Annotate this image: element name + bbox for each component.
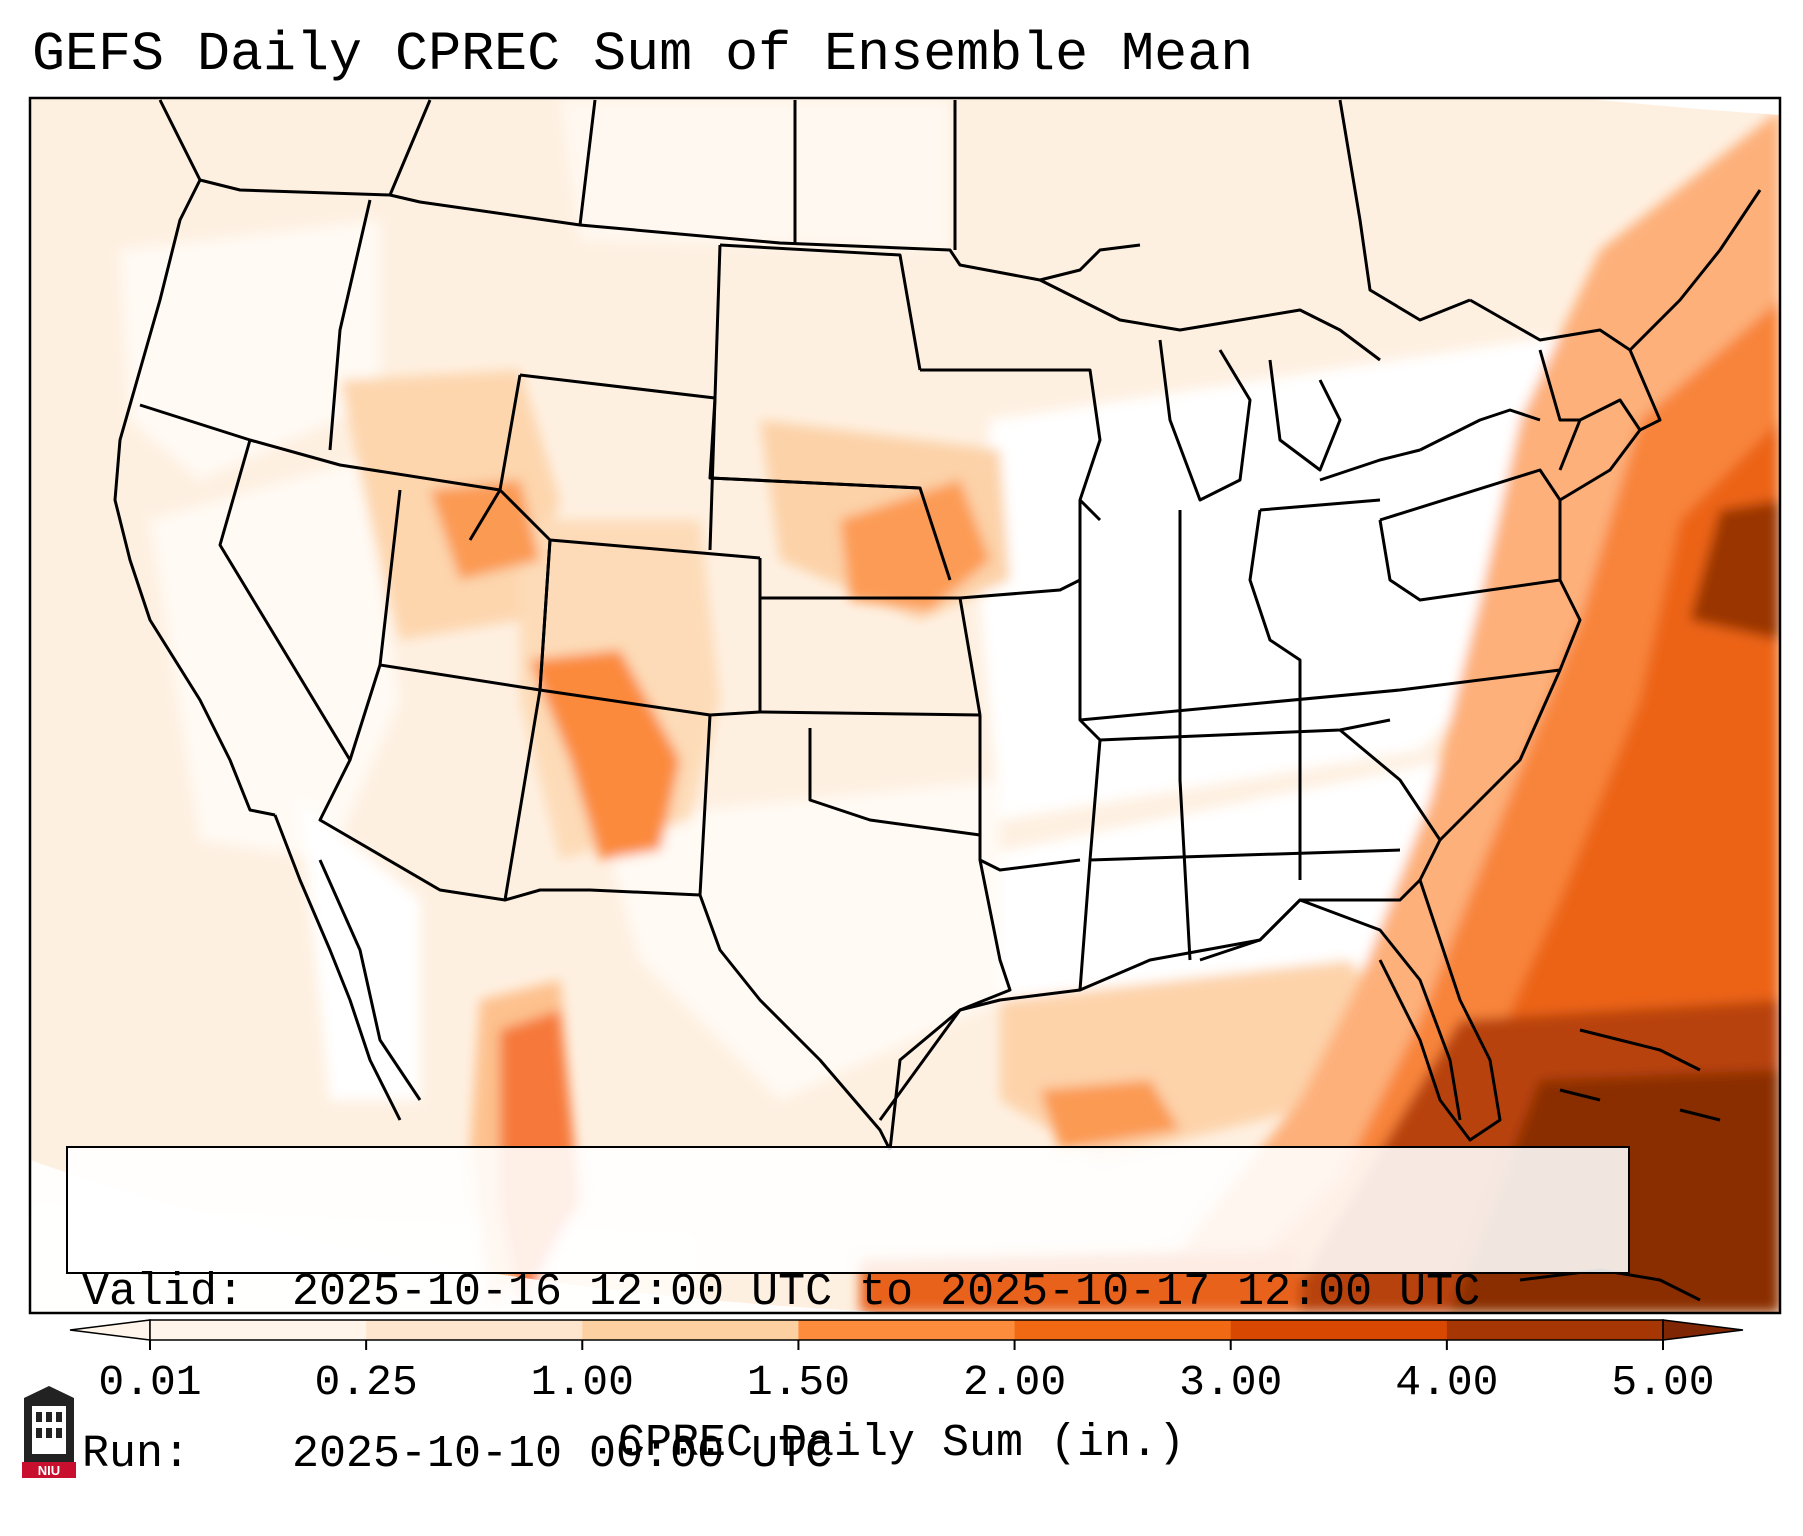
colorbar-segment bbox=[1014, 1320, 1232, 1340]
colorbar-tick-label: 2.00 bbox=[962, 1358, 1067, 1407]
colorbar-tick-label: 1.00 bbox=[530, 1358, 634, 1407]
colorbar-tick-label: 0.25 bbox=[314, 1358, 418, 1407]
niu-logo: NIU bbox=[22, 1386, 76, 1478]
colorbar-segment bbox=[1230, 1320, 1448, 1340]
colorbar-title: CPREC Daily Sum (in.) bbox=[617, 1418, 1186, 1469]
map-title: GEFS Daily CPREC Sum of Ensemble Mean bbox=[32, 23, 1254, 86]
plot-frame bbox=[28, 96, 1782, 1315]
valid-value: 2025-10-16 12:00 UTC to 2025-10-17 12:00… bbox=[292, 1267, 1481, 1318]
colorbar-outline bbox=[149, 1319, 1664, 1341]
colorbar-tick-label: 0.01 bbox=[98, 1358, 202, 1407]
valid-run-info-box: Valid: 2025-10-16 12:00 UTC to 2025-10-17… bbox=[66, 1146, 1630, 1480]
precip-map bbox=[28, 96, 1782, 1350]
colorbar-tick-label: 4.00 bbox=[1395, 1358, 1499, 1407]
valid-label: Valid: bbox=[82, 1267, 245, 1318]
run-label: Run: bbox=[82, 1429, 191, 1480]
colorbar-extend-high bbox=[1662, 1319, 1744, 1341]
colorbar-segment bbox=[1446, 1320, 1664, 1340]
colorbar-tick-label: 5.00 bbox=[1611, 1358, 1715, 1407]
colorbar-tick-label: 1.50 bbox=[746, 1358, 851, 1407]
precip-field bbox=[30, 100, 1780, 1313]
colorbar-segment bbox=[150, 1320, 367, 1340]
colorbar bbox=[69, 1319, 1744, 1350]
colorbar-segment bbox=[582, 1320, 799, 1340]
colorbar-segment bbox=[798, 1320, 1016, 1340]
run-value: 2025-10-10 00:00 UTC bbox=[292, 1429, 833, 1480]
colorbar-segment bbox=[366, 1320, 583, 1340]
colorbar-tick-label: 3.00 bbox=[1179, 1358, 1283, 1407]
logo-text: NIU bbox=[38, 1463, 60, 1478]
boundaries bbox=[113, 99, 1762, 1302]
